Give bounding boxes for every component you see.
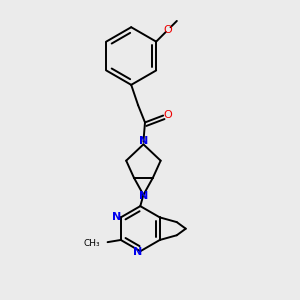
Text: O: O: [163, 110, 172, 120]
Text: O: O: [164, 25, 172, 35]
Text: CH₃: CH₃: [84, 238, 100, 247]
Text: N: N: [112, 212, 122, 222]
Text: N: N: [139, 191, 148, 201]
Text: N: N: [133, 247, 142, 257]
Text: N: N: [139, 136, 148, 146]
